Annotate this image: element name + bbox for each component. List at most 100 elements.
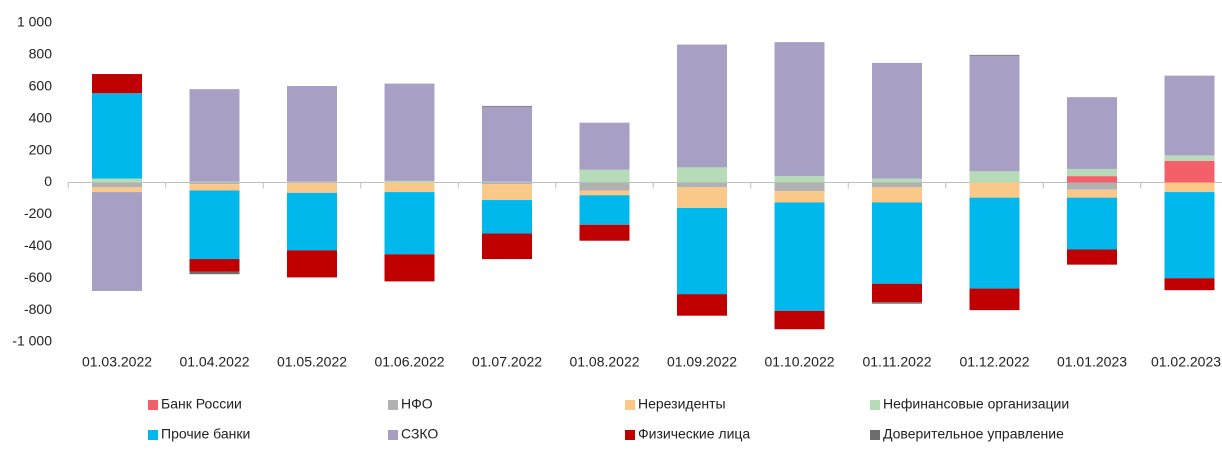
x-tick-label: 01.07.2022	[472, 354, 542, 370]
bar-segment	[189, 190, 240, 260]
bar-segment	[482, 200, 532, 234]
bar-segment	[774, 182, 825, 192]
bar-segment	[872, 182, 922, 188]
bar-segment	[384, 254, 435, 282]
bar-segment	[92, 182, 142, 188]
bar-segment	[1164, 192, 1215, 279]
legend-label: Нефинансовые организации	[883, 396, 1069, 412]
bar-segment	[579, 224, 630, 241]
x-tick-label: 01.10.2022	[764, 354, 834, 370]
bar-segment	[969, 197, 1020, 289]
bar-segment	[482, 105, 532, 107]
bar-segment	[872, 283, 922, 303]
bar-segment	[1067, 97, 1117, 169]
bar-segment	[1164, 278, 1215, 291]
bar-segment	[969, 288, 1020, 311]
bar-segment	[482, 106, 532, 182]
bar-segment	[872, 187, 922, 203]
x-tick-label: 01.09.2022	[667, 354, 737, 370]
bar-segment	[384, 192, 435, 255]
bar-segment	[677, 187, 727, 209]
legend-label: СЗКО	[401, 426, 438, 442]
bar-segment	[1067, 176, 1117, 183]
bar-segment	[482, 233, 532, 260]
bar-segment	[579, 169, 630, 183]
bar-segment	[384, 83, 435, 181]
bar-segment	[287, 86, 337, 182]
legend-label: Банк России	[161, 396, 242, 412]
bar-segment	[287, 250, 337, 278]
bar-segment	[92, 93, 142, 179]
bar-segment	[1067, 189, 1117, 198]
legend-swatch	[625, 430, 635, 440]
bar-segment	[969, 54, 1020, 56]
bar-segment	[969, 171, 1020, 183]
x-tick-label: 01.01.2023	[1057, 354, 1127, 370]
bar-segment	[189, 184, 240, 191]
bar-segment	[92, 192, 142, 291]
bar-segment	[579, 122, 630, 170]
y-tick-label: 600	[29, 78, 53, 94]
y-tick-label: -800	[24, 301, 52, 317]
bar-segment	[384, 182, 435, 193]
bar-segment	[677, 294, 727, 316]
bar-segment	[677, 167, 727, 183]
bar-segment	[287, 182, 337, 184]
bar-segment	[1067, 197, 1117, 250]
x-tick-label: 01.11.2022	[862, 354, 931, 370]
bar-segment	[677, 208, 727, 295]
y-tick-label: -600	[24, 269, 52, 285]
legend-swatch	[388, 400, 398, 410]
legend-label: НФО	[401, 396, 433, 412]
legend-label: Прочие банки	[161, 426, 250, 442]
bar-segment	[384, 180, 435, 183]
x-tick-label: 01.06.2022	[374, 354, 444, 370]
bar-segment	[1067, 182, 1117, 190]
x-tick-label: 01.05.2022	[277, 354, 347, 370]
y-tick-label: -200	[24, 205, 52, 221]
y-tick-label: -1 000	[12, 333, 52, 349]
bar-segment	[872, 202, 922, 284]
bar-segment	[872, 62, 922, 179]
bar-segment	[969, 55, 1020, 172]
legend-swatch	[388, 430, 398, 440]
x-tick-label: 01.02.2023	[1151, 354, 1221, 370]
bar-segment	[1164, 160, 1215, 183]
legend-swatch	[870, 430, 880, 440]
y-tick-label: -400	[24, 237, 52, 253]
legend-label: Нерезиденты	[638, 396, 726, 412]
bar-segment	[774, 176, 825, 183]
bar-segment	[1164, 155, 1215, 161]
bar-segment	[774, 202, 825, 311]
bar-segment	[92, 178, 142, 183]
x-tick-label: 01.04.2022	[179, 354, 249, 370]
y-tick-label: 1 000	[17, 14, 52, 30]
bar-segment	[579, 182, 630, 191]
bar-segment	[1067, 249, 1117, 265]
bar-segment	[677, 44, 727, 168]
bar-segment	[482, 181, 532, 183]
x-tick-label: 01.03.2022	[82, 354, 152, 370]
bar-segment	[287, 192, 337, 251]
x-tick-label: 01.12.2022	[959, 354, 1029, 370]
bar-segment	[482, 184, 532, 201]
legend-label: Доверительное управление	[883, 426, 1064, 442]
bar-segment	[482, 182, 532, 185]
bar-segment	[872, 178, 922, 183]
bar-segment	[189, 182, 240, 185]
y-tick-label: 400	[29, 109, 53, 125]
bar-segment	[287, 183, 337, 193]
bar-segment	[92, 187, 142, 193]
y-tick-label: 800	[29, 46, 53, 62]
legend-swatch	[148, 400, 158, 410]
legend-swatch	[148, 430, 158, 440]
bar-segment	[189, 259, 240, 272]
y-tick-label: 0	[44, 173, 52, 189]
bar-segment	[189, 89, 240, 182]
x-tick-label: 01.08.2022	[569, 354, 639, 370]
bar-segment	[1164, 75, 1215, 156]
legend-swatch	[870, 400, 880, 410]
bar-segment	[92, 74, 142, 94]
bar-segment	[1067, 168, 1117, 177]
